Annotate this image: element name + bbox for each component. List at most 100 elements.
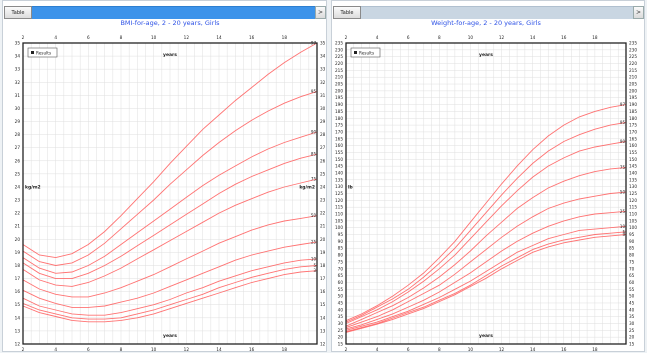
y-tick-label-left: 85 bbox=[338, 246, 344, 251]
x-tick-label-top: 6 bbox=[87, 35, 90, 40]
weight-scroll-right-button[interactable]: > bbox=[633, 6, 644, 19]
x-tick-label-top: 12 bbox=[184, 35, 190, 40]
y-tick-label-left: 125 bbox=[335, 191, 343, 196]
y-tick-label-left: 25 bbox=[338, 328, 344, 333]
y-tick-label-left: 23 bbox=[15, 198, 21, 203]
y-tick-label-right: 24 bbox=[320, 184, 326, 189]
y-tick-label-left: 27 bbox=[15, 145, 21, 150]
y-tick-label-left: 15 bbox=[338, 342, 344, 347]
percentile-curve-25 bbox=[22, 241, 318, 308]
percentile-curve-10 bbox=[22, 258, 318, 316]
bmi-for-age-chart: BMI-for-age, 2 - 20 years, Girls22446688… bbox=[15, 19, 326, 352]
y-tick-label-left: 18 bbox=[15, 263, 21, 268]
y-tick-label-right: 65 bbox=[629, 273, 635, 278]
x-tick-label-bottom: 10 bbox=[468, 347, 474, 352]
percentile-curve-95 bbox=[345, 121, 627, 323]
x-tick-label-top: 6 bbox=[407, 35, 410, 40]
y-tick-label-right: 15 bbox=[629, 342, 635, 347]
x-tick-label-top: 10 bbox=[151, 35, 157, 40]
y-tick-label-right: 40 bbox=[629, 307, 635, 312]
y-tick-label-right: 100 bbox=[629, 225, 637, 230]
y-tick-label-right: 195 bbox=[629, 95, 637, 100]
percentile-label: 25 bbox=[311, 239, 317, 244]
percentile-curve-10 bbox=[345, 225, 627, 331]
y-tick-label-right: 160 bbox=[629, 143, 637, 148]
y-tick-label-right: 185 bbox=[629, 109, 637, 114]
y-tick-label-left: 210 bbox=[335, 75, 343, 80]
percentile-label: 95 bbox=[311, 89, 317, 94]
y-tick-label-left: 16 bbox=[15, 289, 21, 294]
percentile-curve-3 bbox=[345, 234, 627, 333]
plot-frame bbox=[22, 42, 318, 345]
y-tick-label-right: 220 bbox=[629, 61, 637, 66]
y-tick-label-right: 55 bbox=[629, 287, 635, 292]
bmi-scroll-right-button[interactable]: > bbox=[315, 6, 326, 19]
y-tick-label-left: 150 bbox=[335, 157, 343, 162]
x-tick-label-bottom: 6 bbox=[407, 347, 410, 352]
y-tick-label-right: 35 bbox=[320, 41, 326, 46]
x-tick-label-top: 14 bbox=[530, 35, 536, 40]
y-tick-label-right: 150 bbox=[629, 157, 637, 162]
bmi-table-tab-button[interactable]: Table bbox=[4, 6, 32, 19]
percentile-curve-75 bbox=[345, 167, 627, 327]
y-tick-label-left: 12 bbox=[15, 342, 21, 347]
x-tick-label-top: 12 bbox=[499, 35, 505, 40]
y-tick-label-left: 35 bbox=[15, 41, 21, 46]
y-tick-label-left: 190 bbox=[335, 102, 343, 107]
y-tick-label-right: 12 bbox=[320, 342, 326, 347]
y-tick-label-left: 22 bbox=[15, 211, 21, 216]
percentile-label: 75 bbox=[620, 165, 626, 170]
y-tick-label-left: 170 bbox=[335, 129, 343, 134]
y-tick-label-right: 21 bbox=[320, 224, 326, 229]
y-tick-label-left: 30 bbox=[15, 106, 21, 111]
y-tick-label-right: 215 bbox=[629, 68, 637, 73]
y-tick-label-right: 14 bbox=[320, 315, 326, 320]
y-tick-label-right: 13 bbox=[320, 328, 326, 333]
y-tick-label-left: 34 bbox=[15, 54, 21, 59]
x-tick-label-bottom: 4 bbox=[376, 347, 379, 352]
y-tick-label-left: 90 bbox=[338, 239, 344, 244]
y-tick-label-left: 185 bbox=[335, 109, 343, 114]
x-axis-label-top: years bbox=[163, 52, 177, 58]
y-tick-label-right: 34 bbox=[320, 54, 326, 59]
percentile-label: 50 bbox=[311, 213, 317, 218]
plot-frame bbox=[345, 42, 627, 345]
y-tick-label-right: 95 bbox=[629, 232, 635, 237]
y-tick-label-left: 15 bbox=[15, 302, 21, 307]
y-tick-label-left: 30 bbox=[338, 321, 344, 326]
y-tick-label-left: 235 bbox=[335, 41, 343, 46]
y-tick-label-right: 27 bbox=[320, 145, 326, 150]
weight-table-tab-button[interactable]: Table bbox=[333, 6, 361, 19]
y-tick-label-right: 110 bbox=[629, 212, 637, 217]
x-tick-label-top: 16 bbox=[561, 35, 567, 40]
y-tick-label-left: 205 bbox=[335, 82, 343, 87]
y-tick-label-right: 230 bbox=[629, 47, 637, 52]
x-tick-label-top: 8 bbox=[120, 35, 123, 40]
chart-title: BMI-for-age, 2 - 20 years, Girls bbox=[120, 19, 220, 27]
percentile-label: 25 bbox=[620, 209, 626, 214]
y-tick-label-right: 31 bbox=[320, 93, 326, 98]
x-tick-label-top: 4 bbox=[54, 35, 57, 40]
y-tick-label-left: 75 bbox=[338, 259, 344, 264]
y-tick-label-left: 100 bbox=[335, 225, 343, 230]
y-tick-label-right: 20 bbox=[320, 237, 326, 242]
y-tick-label-right: 170 bbox=[629, 129, 637, 134]
y-tick-label-left: 14 bbox=[15, 315, 21, 320]
x-tick-label-bottom: 8 bbox=[438, 347, 441, 352]
y-tick-label-right: 200 bbox=[629, 88, 637, 93]
x-tick-label-top: 18 bbox=[282, 35, 288, 40]
bmi-tab-bar: Table > bbox=[3, 6, 326, 19]
x-tick-label-top: 8 bbox=[438, 35, 441, 40]
percentile-curve-95 bbox=[22, 90, 318, 266]
y-tick-label-left: 80 bbox=[338, 253, 344, 258]
y-tick-label-right: 28 bbox=[320, 132, 326, 137]
y-tick-label-left: 32 bbox=[15, 80, 21, 85]
y-tick-label-right: 23 bbox=[320, 198, 326, 203]
percentile-label: 3 bbox=[622, 232, 625, 237]
x-tick-label-bottom: 18 bbox=[592, 347, 598, 352]
y-tick-label-right: 190 bbox=[629, 102, 637, 107]
percentile-label: 10 bbox=[620, 224, 626, 229]
y-tick-label-left: 160 bbox=[335, 143, 343, 148]
y-tick-label-right: 22 bbox=[320, 211, 326, 216]
y-tick-label-right: 90 bbox=[629, 239, 635, 244]
